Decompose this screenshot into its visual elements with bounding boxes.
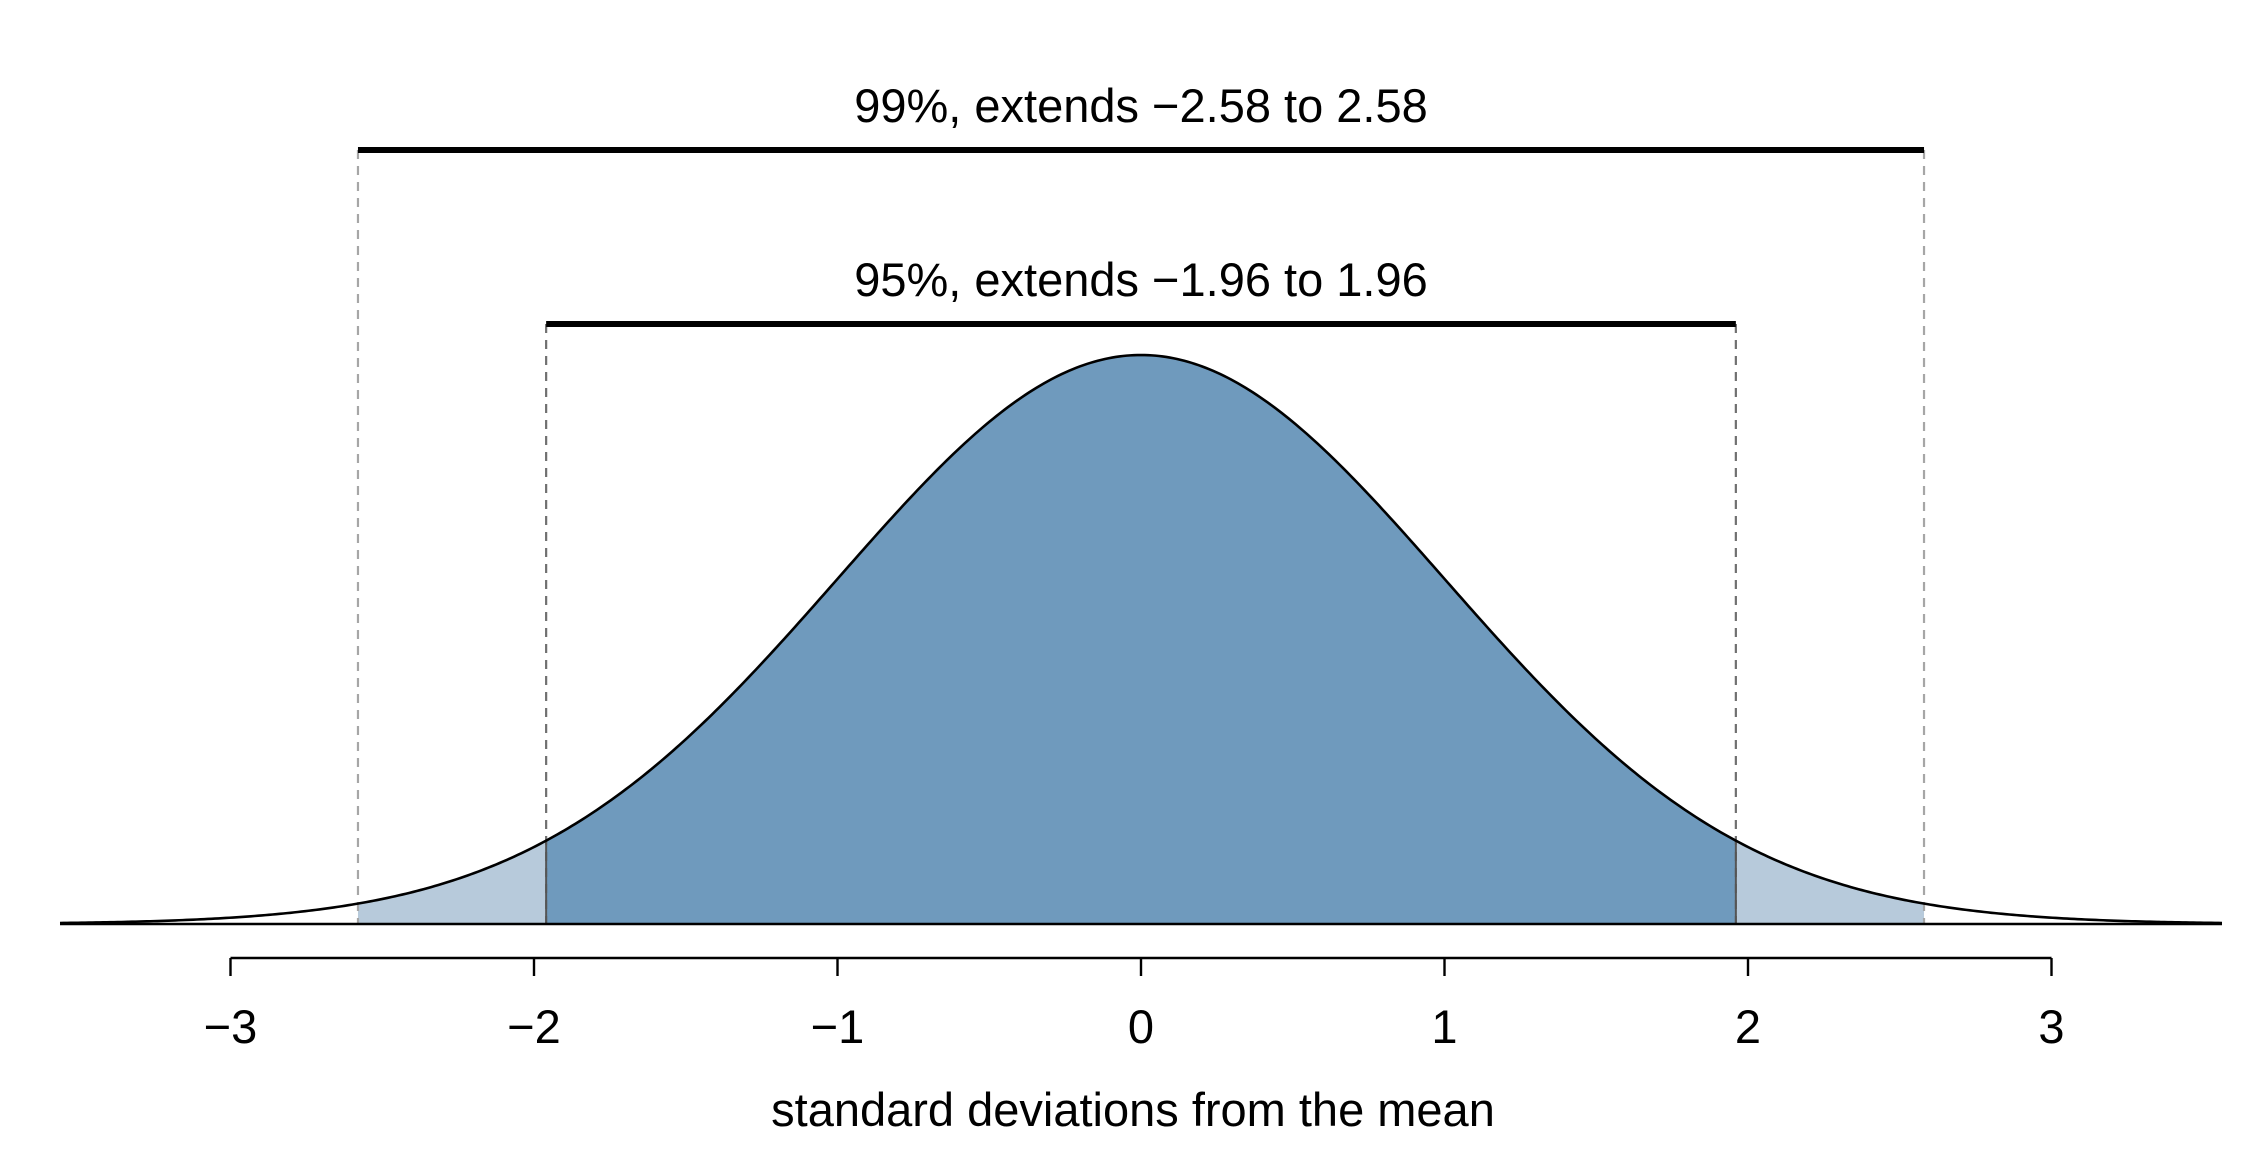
x-tick-label: −3 <box>204 1000 258 1053</box>
shaded-regions <box>357 355 1925 924</box>
x-tick-label: −2 <box>507 1000 561 1053</box>
x-tick-label: 2 <box>1735 1000 1761 1053</box>
x-axis: −3 −2 −1 0 1 2 3 <box>204 956 2065 1053</box>
interval-label-95: 95%, extends −1.96 to 1.96 <box>854 253 1428 306</box>
x-tick-label: 1 <box>1431 1000 1457 1053</box>
x-tick-label: 3 <box>2038 1000 2064 1053</box>
x-tick-label: 0 <box>1128 1000 1154 1053</box>
x-axis-label: standard deviations from the mean <box>771 1083 1495 1136</box>
x-tick-label: −1 <box>811 1000 865 1053</box>
interval-bars: 99%, extends −2.58 to 2.58 95%, extends −… <box>357 79 1925 327</box>
density-curve-layer <box>59 353 2223 926</box>
interval-label-99: 99%, extends −2.58 to 2.58 <box>854 79 1428 132</box>
density-curve <box>59 353 2223 925</box>
interval-guides <box>356 150 1926 924</box>
shaded-region-95-region <box>546 355 1736 924</box>
